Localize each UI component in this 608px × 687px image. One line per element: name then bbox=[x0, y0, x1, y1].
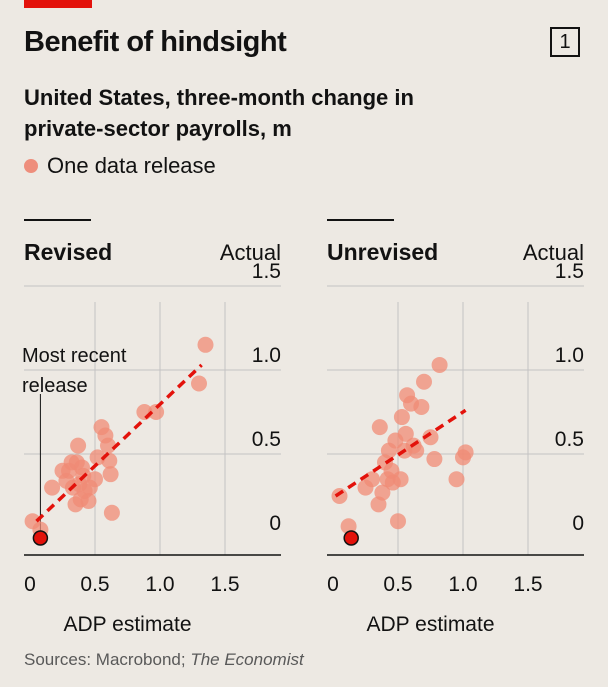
source-prefix: Sources: Macrobond; bbox=[24, 650, 191, 669]
panel-1-data-point bbox=[102, 466, 119, 483]
panel-1-x-tick-label: 0 bbox=[24, 573, 36, 596]
panel-2-data-point bbox=[457, 444, 474, 461]
panel-2-y-tick-label: 0.5 bbox=[555, 428, 584, 451]
panel-2-data-point bbox=[448, 471, 465, 488]
legend-label: One data release bbox=[47, 153, 216, 178]
panel-1-x-tick-label: 1.0 bbox=[145, 573, 174, 596]
panel-2-data-point bbox=[392, 471, 409, 488]
panel-2-y-tick-label: 1.0 bbox=[555, 344, 584, 367]
panel-1-y-tick-label: 0 bbox=[269, 512, 281, 535]
panel-1-y-tick-label: 0.5 bbox=[252, 428, 281, 451]
panel-2-data-point bbox=[413, 398, 430, 415]
panel-1-data-point bbox=[100, 437, 116, 454]
chart-subtitle: United States, three-month change in pri… bbox=[24, 85, 414, 141]
legend: One data release bbox=[24, 153, 216, 179]
panel-1-trend-line bbox=[35, 363, 203, 523]
panel-1-y-tick-label: 1.0 bbox=[252, 344, 281, 367]
panel-1-data-point bbox=[80, 493, 97, 510]
panel-1-x-tick-label: 1.5 bbox=[210, 573, 239, 596]
panel-1-data-point bbox=[87, 471, 103, 488]
panel-2-x-tick-label: 0 bbox=[327, 573, 339, 596]
panel-2-data-point bbox=[422, 429, 439, 446]
panel-1-most-recent-point bbox=[32, 530, 49, 546]
panel-2-data-point bbox=[374, 484, 391, 501]
panel-1-data-point bbox=[148, 404, 165, 420]
panel-2-y-tick-label: 1.5 bbox=[555, 260, 584, 283]
legend-dot-icon bbox=[24, 159, 38, 173]
source-publication: The Economist bbox=[190, 650, 304, 669]
panel-2-data-point bbox=[426, 451, 443, 468]
panel-2-data-point bbox=[397, 425, 414, 442]
panel-2-trend-line bbox=[334, 408, 467, 498]
panel-1-y-tick-label: 1.5 bbox=[252, 260, 281, 283]
panel-2-data-point bbox=[390, 513, 406, 530]
panel-2-title: Unrevised bbox=[327, 239, 438, 265]
panel-2-data-point bbox=[340, 518, 357, 535]
source-note: Sources: Macrobond; The Economist bbox=[24, 650, 304, 670]
panel-1-data-point bbox=[191, 375, 207, 392]
panel-2-x-tick-label: 0.5 bbox=[383, 573, 412, 596]
panel-1-data-point bbox=[44, 479, 61, 496]
panel-1-data-point bbox=[197, 336, 214, 353]
chart-title: Benefit of hindsight bbox=[24, 26, 287, 58]
panel-2-x-tick-label: 1.0 bbox=[448, 573, 477, 596]
panel-2-x-tick-label: 1.5 bbox=[513, 573, 542, 596]
panel-2-y-tick-label: 0 bbox=[572, 512, 584, 535]
panel-2-data-point bbox=[371, 419, 388, 436]
panel-2-y-axis-label: Actual bbox=[523, 240, 584, 265]
panel-2-data-point bbox=[331, 488, 348, 504]
panel-2-x-axis-label: ADP estimate bbox=[367, 613, 495, 636]
panel-2-data-point bbox=[364, 471, 380, 488]
brand-bar bbox=[24, 0, 92, 8]
panel-1-annotation-line-2: release bbox=[22, 375, 88, 397]
panel-1-x-tick-label: 0.5 bbox=[80, 573, 109, 596]
panel-1-data-point bbox=[70, 437, 87, 454]
panel-1-annotation-line-1: Most recent bbox=[22, 345, 127, 367]
chart-number-badge: 1 bbox=[550, 27, 580, 57]
panel-1-title: Revised bbox=[24, 239, 112, 265]
panel-1-x-axis-label: ADP estimate bbox=[64, 613, 192, 636]
panel-1-y-axis-label: Actual bbox=[220, 240, 281, 265]
panel-2-data-point bbox=[393, 409, 410, 426]
panel-2-data-point bbox=[416, 373, 432, 390]
panel-2-most-recent-point bbox=[343, 530, 359, 546]
panel-1-data-point bbox=[103, 504, 120, 521]
panel-2-data-point bbox=[431, 356, 448, 373]
